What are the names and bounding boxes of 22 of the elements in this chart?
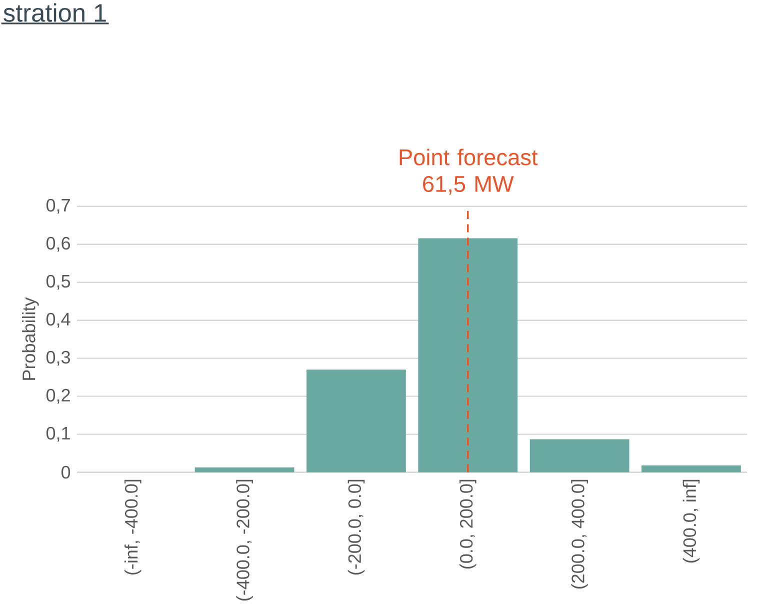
x-tick-label: (-400.0, -200.0] (236, 480, 253, 601)
x-tick-label: (0.0, 200.0] (459, 480, 476, 569)
x-tick-label: (200.0, 400.0] (571, 480, 588, 589)
y-axis-title: Probability (22, 297, 39, 380)
y-tick-label: 0,5 (46, 275, 70, 290)
y-tick-label: 0,7 (46, 199, 70, 214)
y-tick-label: 0,1 (46, 427, 70, 442)
bar (194, 468, 294, 472)
y-tick-label: 0,4 (46, 313, 70, 328)
y-tick-label: 0,3 (46, 351, 70, 366)
bar (418, 238, 518, 472)
x-tick-label: (-200.0, 0.0] (348, 480, 365, 575)
bar (306, 370, 406, 472)
y-tick-label: 0,6 (46, 237, 70, 252)
y-tick-label: 0 (61, 466, 70, 479)
bar (642, 466, 741, 472)
chart-title: stration 1 (4, 3, 106, 22)
x-tick-label: (-inf, -400.0] (124, 480, 142, 575)
ref-line-label: Point forecast 61,5 MW (400, 148, 538, 195)
bar (530, 439, 630, 472)
x-tick-label: (400.0, inf] (682, 480, 700, 563)
y-tick-label: 0,2 (46, 389, 70, 404)
